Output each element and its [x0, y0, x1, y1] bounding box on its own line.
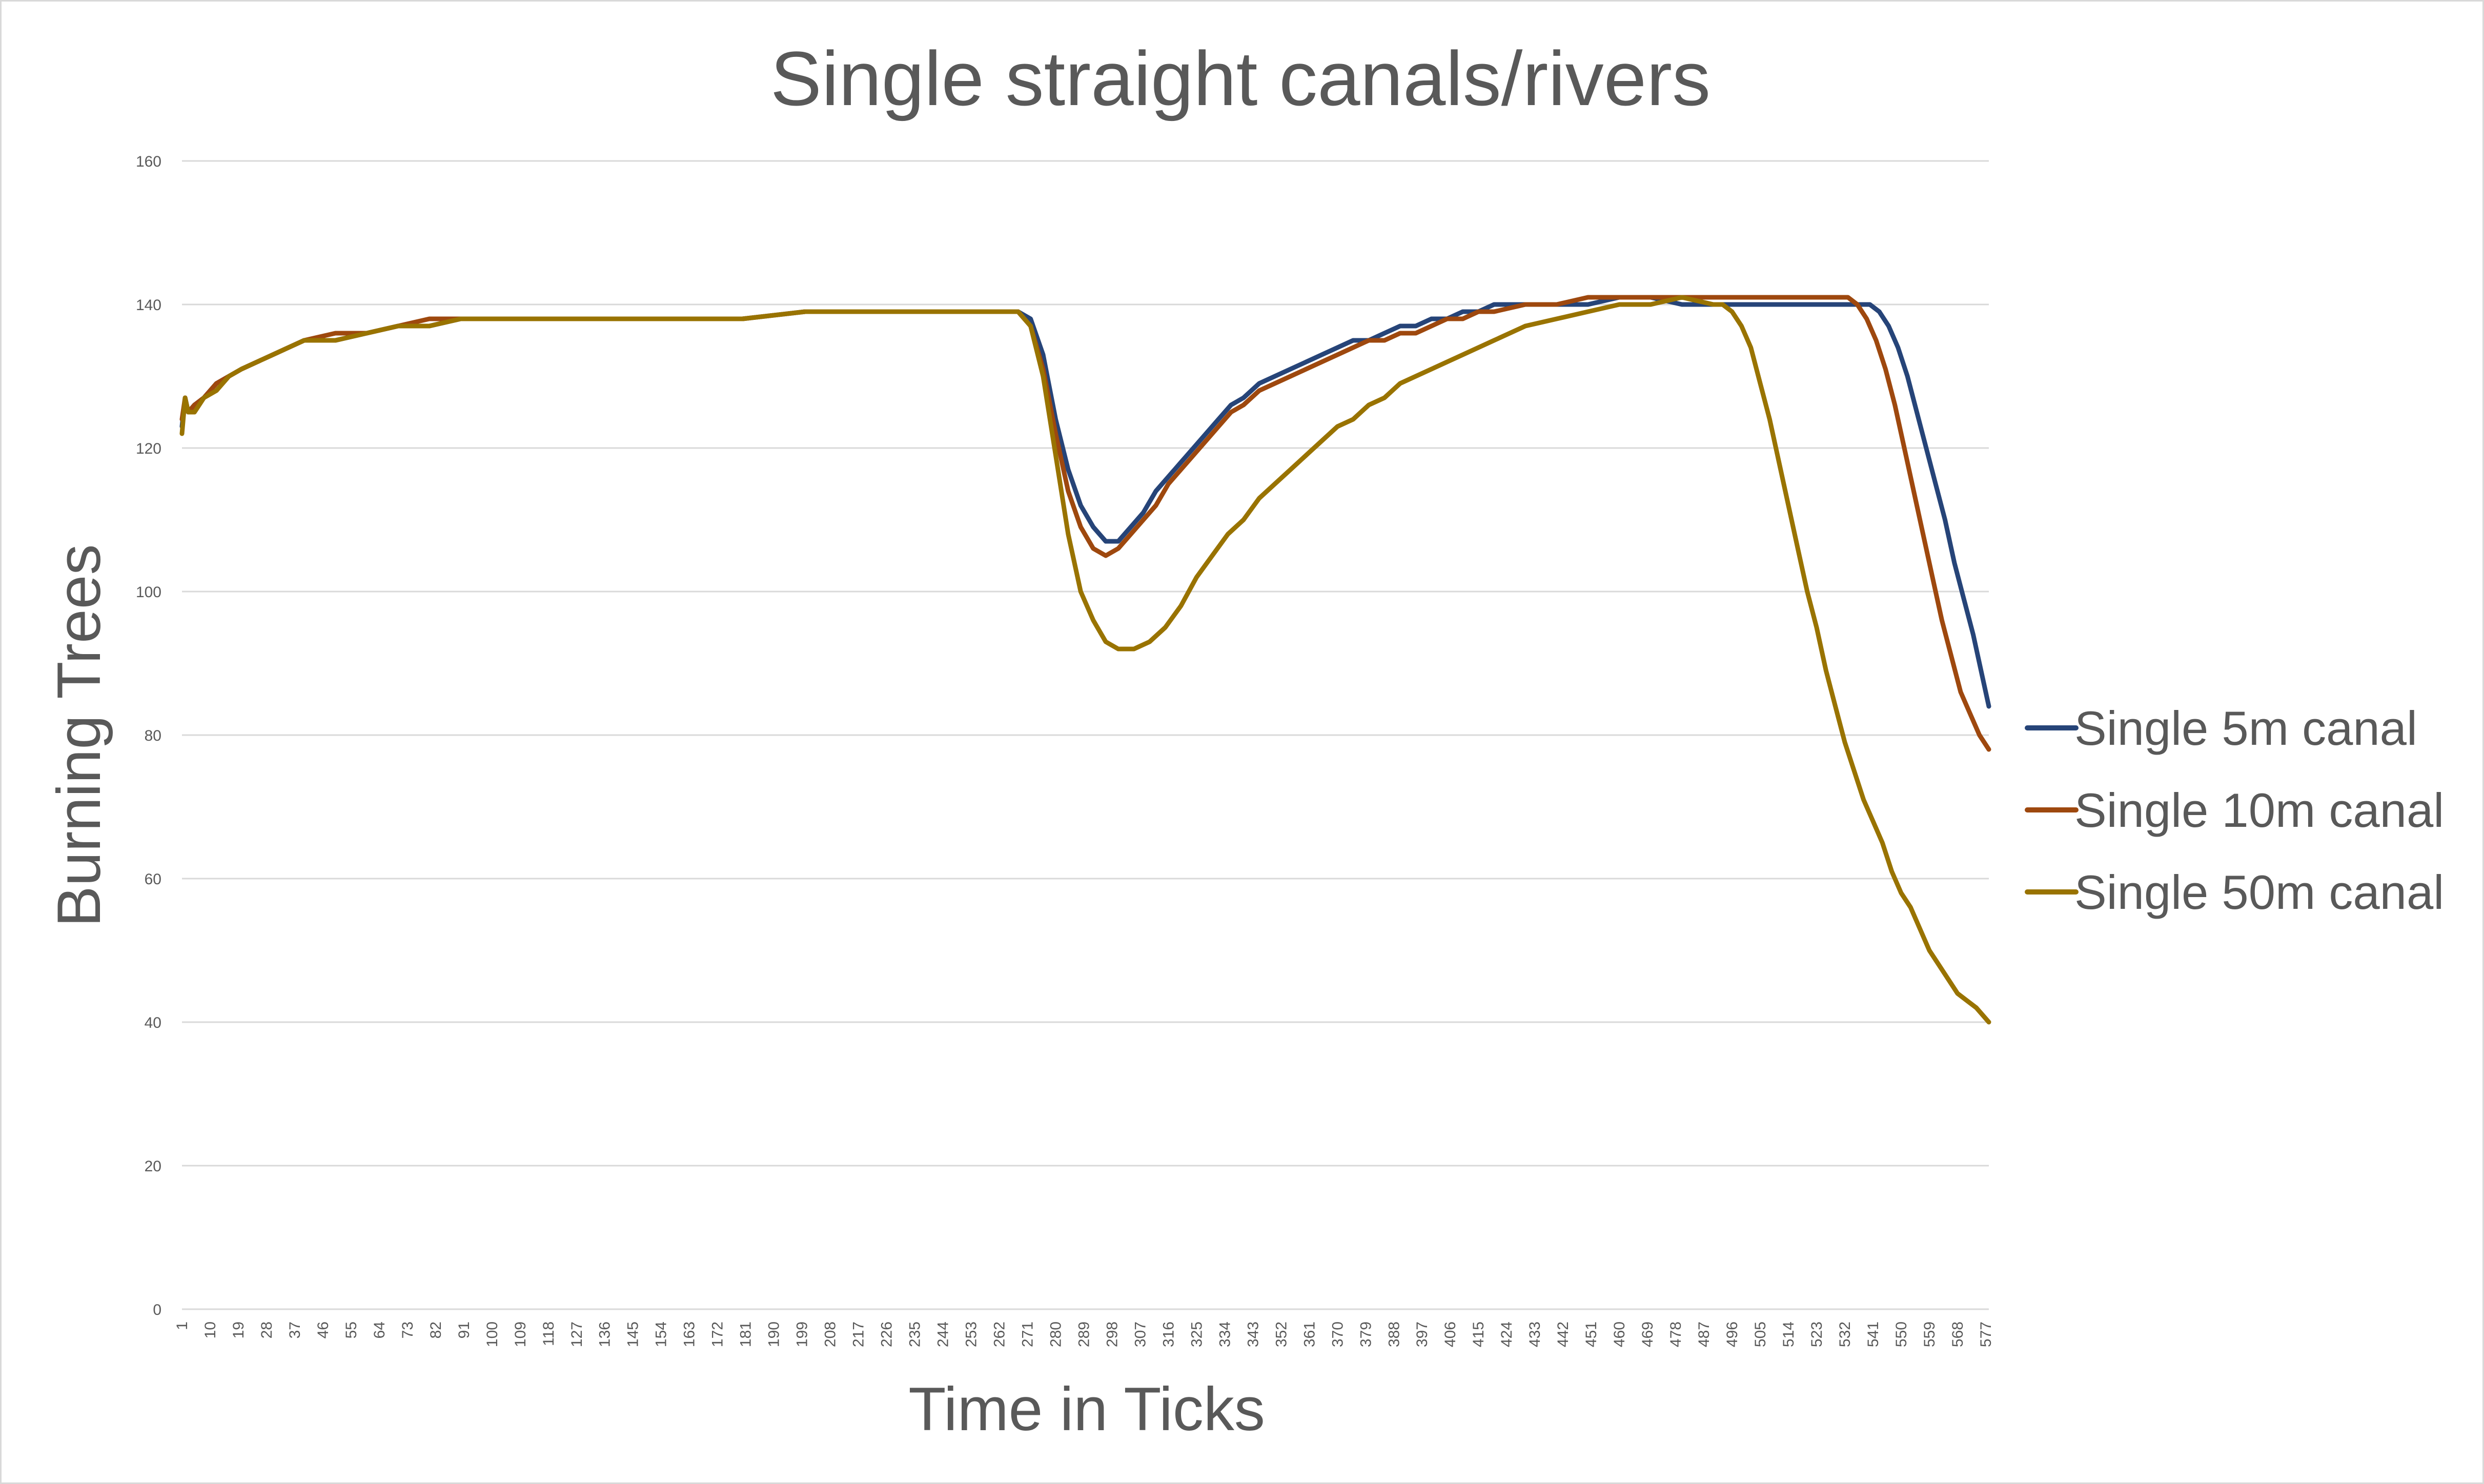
x-tick-label: 199: [794, 1322, 811, 1347]
x-tick-label: 271: [1019, 1322, 1036, 1347]
x-axis-title: Time in Ticks: [908, 1375, 1265, 1444]
gridlines: [182, 160, 1989, 1310]
x-tick-label: 19: [230, 1322, 247, 1338]
x-tick-label: 118: [540, 1322, 557, 1346]
x-tick-label: 145: [625, 1322, 642, 1347]
legend-label-3: Single 50m canal: [2074, 865, 2444, 919]
y-tick-label: 100: [136, 584, 161, 601]
x-tick-label: 388: [1386, 1322, 1402, 1347]
legend: Single 5m canal Single 10m canal Single 50…: [2025, 701, 2444, 919]
y-tick-label: 60: [145, 871, 161, 888]
x-tick-label: 136: [597, 1322, 614, 1347]
x-tick-label: 460: [1611, 1322, 1628, 1347]
x-tick-label: 559: [1921, 1322, 1938, 1347]
x-tick-label: 550: [1893, 1322, 1910, 1347]
x-tick-label: 577: [1978, 1322, 1994, 1347]
series-line-3: [179, 295, 1991, 1025]
x-tick-label: 496: [1724, 1322, 1741, 1347]
x-tick-label: 352: [1273, 1322, 1290, 1347]
legend-label-2: Single 10m canal: [2074, 783, 2444, 837]
y-tick-label: 40: [145, 1014, 161, 1031]
x-tick-label: 523: [1808, 1322, 1825, 1347]
x-tick-label: 379: [1357, 1322, 1374, 1347]
x-tick-label: 433: [1526, 1322, 1543, 1347]
x-tick-label: 280: [1047, 1322, 1064, 1347]
x-tick-label: 568: [1949, 1322, 1966, 1347]
y-tick-label: 80: [145, 727, 161, 744]
x-tick-label: 514: [1780, 1322, 1797, 1347]
x-tick-label: 1: [174, 1322, 191, 1330]
x-tick-label: 181: [738, 1322, 755, 1347]
x-tick-label: 82: [427, 1322, 444, 1338]
x-tick-label: 100: [484, 1322, 501, 1347]
x-tick-label: 505: [1752, 1322, 1769, 1347]
x-tick-label: 73: [399, 1322, 416, 1338]
series-line-2: [179, 295, 1991, 752]
x-tick-label: 262: [991, 1322, 1008, 1347]
x-tick-label: 235: [907, 1322, 924, 1347]
x-tick-label: 127: [568, 1322, 585, 1347]
y-tick-label: 160: [136, 153, 161, 170]
x-tick-label: 154: [653, 1322, 670, 1347]
x-tick-label: 190: [766, 1322, 783, 1347]
x-tick-label: 361: [1301, 1322, 1318, 1347]
x-tick-label: 451: [1583, 1322, 1600, 1347]
x-tick-label: 217: [850, 1322, 867, 1347]
x-tick-label: 64: [371, 1322, 388, 1338]
x-tick-label: 325: [1188, 1322, 1205, 1347]
x-tick-label: 91: [456, 1322, 473, 1338]
y-axis-title: Burning Trees: [45, 544, 113, 927]
x-tick-label: 334: [1216, 1322, 1233, 1347]
x-tick-label: 109: [512, 1322, 529, 1347]
x-tick-label: 541: [1865, 1322, 1882, 1347]
x-axis-ticks: 1 10 19 28 37 46 55 64 73 82 91 100 109 118 127 136 145 1…: [174, 1322, 1994, 1347]
series-lines: [179, 295, 1991, 1025]
x-tick-label: 208: [822, 1322, 839, 1347]
x-tick-label: 253: [963, 1322, 980, 1347]
legend-label-1: Single 5m canal: [2074, 701, 2417, 755]
x-tick-label: 487: [1696, 1322, 1713, 1347]
y-axis-ticks: 0 20 40 60 80 100 120 140 160: [136, 153, 161, 1318]
x-tick-label: 532: [1837, 1322, 1854, 1347]
x-tick-label: 442: [1555, 1322, 1572, 1347]
y-tick-label: 0: [153, 1302, 161, 1318]
x-tick-label: 46: [315, 1322, 332, 1338]
x-tick-label: 244: [935, 1322, 952, 1347]
x-tick-label: 406: [1442, 1322, 1459, 1347]
x-tick-label: 163: [681, 1322, 698, 1347]
x-tick-label: 469: [1639, 1322, 1656, 1347]
y-tick-label: 120: [136, 440, 161, 457]
x-tick-label: 478: [1667, 1322, 1684, 1347]
y-tick-label: 140: [136, 297, 161, 314]
chart-title: Single straight canals/rivers: [770, 35, 1711, 121]
x-tick-label: 10: [202, 1322, 219, 1338]
x-tick-label: 172: [709, 1322, 726, 1347]
x-tick-label: 316: [1160, 1322, 1177, 1347]
x-tick-label: 370: [1329, 1322, 1346, 1347]
y-tick-label: 20: [145, 1158, 161, 1175]
x-tick-label: 226: [879, 1322, 895, 1347]
x-tick-label: 289: [1075, 1322, 1092, 1347]
x-tick-label: 343: [1245, 1322, 1261, 1347]
x-tick-label: 415: [1470, 1322, 1487, 1347]
x-tick-label: 55: [343, 1322, 360, 1338]
x-tick-label: 298: [1104, 1322, 1121, 1347]
x-tick-label: 397: [1414, 1322, 1431, 1347]
x-tick-label: 28: [258, 1322, 275, 1338]
x-tick-label: 37: [287, 1322, 303, 1338]
x-tick-label: 307: [1132, 1322, 1149, 1347]
x-tick-label: 424: [1498, 1322, 1515, 1347]
